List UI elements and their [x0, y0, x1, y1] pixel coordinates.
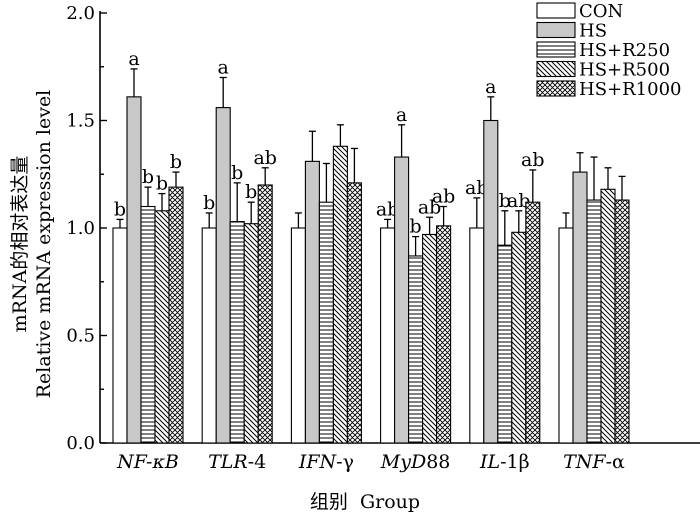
- bar-hs-r500-0: [154, 210, 170, 444]
- x-tick-label: IL-1β: [479, 451, 530, 473]
- significance-label: a: [128, 48, 139, 70]
- x-tick-label: MyD88: [380, 451, 451, 473]
- bar-hs-2: [304, 160, 320, 444]
- bar-hs-0: [126, 96, 142, 444]
- bar-con-5: [558, 227, 574, 444]
- legend-label: HS+R1000: [579, 79, 681, 100]
- significance-label: ab: [507, 190, 531, 212]
- bar-hs-1: [215, 107, 231, 444]
- x-tick-label: TNF-α: [563, 451, 625, 473]
- bar-con-4: [469, 227, 485, 444]
- significance-label: a: [396, 104, 407, 126]
- significance-label: ab: [253, 147, 277, 169]
- y-tick-label: 1.0: [66, 218, 95, 239]
- bar-hs-r1000-0: [168, 186, 184, 444]
- bar-hs-5: [572, 171, 588, 444]
- significance-label: ab: [418, 196, 442, 218]
- bar-hs-r250-3: [408, 255, 424, 444]
- bar-hs-r250-0: [140, 205, 156, 444]
- bar-hs-r500-4: [511, 231, 527, 444]
- legend-label: CON: [579, 1, 623, 22]
- x-tick-label: NF-κB: [116, 451, 179, 473]
- bar-hs-r500-2: [332, 145, 348, 444]
- bar-hs-r1000-5: [614, 199, 630, 444]
- significance-label: b: [170, 151, 182, 173]
- y-tick-label: 1.5: [66, 111, 95, 132]
- significance-label: ab: [376, 198, 400, 220]
- significance-label: ab: [432, 186, 456, 208]
- bar-hs-r500-1: [243, 223, 259, 444]
- bar-hs-r250-5: [586, 199, 602, 444]
- x-tick-label: IFN-γ: [298, 451, 354, 473]
- bar-hs-r1000-3: [436, 225, 452, 444]
- significance-label: ab: [465, 177, 489, 199]
- legend-label: HS+R250: [579, 40, 670, 61]
- bar-hs-r250-2: [318, 201, 334, 444]
- legend-label: HS+R500: [579, 60, 670, 81]
- significance-label: ab: [521, 149, 545, 171]
- legend-swatch-hs-r250: [536, 41, 576, 58]
- bar-con-3: [380, 227, 396, 444]
- legend-swatch-con: [536, 2, 576, 19]
- significance-label: b: [231, 162, 243, 184]
- bar-con-1: [201, 227, 217, 444]
- significance-label: a: [218, 57, 229, 79]
- legend-label: HS: [579, 21, 607, 42]
- bar-hs-r500-3: [422, 233, 438, 444]
- legend-swatch-hs: [536, 21, 576, 39]
- significance-label: b: [499, 190, 511, 212]
- bar-con-2: [290, 227, 306, 444]
- y-axis-title-cn: mRNA的相对表达量: [9, 156, 31, 333]
- y-tick-label: 0.0: [66, 433, 95, 454]
- bar-hs-r250-1: [229, 221, 245, 444]
- bar-hs-r250-4: [497, 244, 513, 444]
- bar-hs-3: [394, 156, 410, 444]
- x-axis-title: 组别 Group: [310, 491, 420, 513]
- bar-hs-r500-5: [600, 188, 616, 444]
- bar-con-0: [112, 227, 128, 444]
- significance-label: b: [114, 198, 126, 220]
- bar-hs-r1000-1: [257, 184, 273, 444]
- significance-label: b: [203, 192, 215, 214]
- significance-label: b: [410, 216, 422, 238]
- y-tick-label: 2.0: [66, 3, 95, 24]
- x-tick-label: TLR-4: [208, 451, 266, 473]
- significance-label: b: [142, 166, 154, 188]
- legend-swatch-hs-r500: [536, 60, 576, 78]
- significance-label: a: [485, 76, 496, 98]
- significance-label: b: [156, 173, 168, 195]
- y-axis-title-en: Relative mRNA expression level: [33, 90, 55, 399]
- bar-hs-4: [483, 119, 499, 444]
- bar-hs-r1000-4: [525, 201, 541, 444]
- y-tick-label: 0.5: [66, 326, 95, 347]
- significance-label: b: [245, 181, 257, 203]
- legend-swatch-hs-r1000: [536, 80, 576, 97]
- bar-hs-r1000-2: [346, 182, 362, 444]
